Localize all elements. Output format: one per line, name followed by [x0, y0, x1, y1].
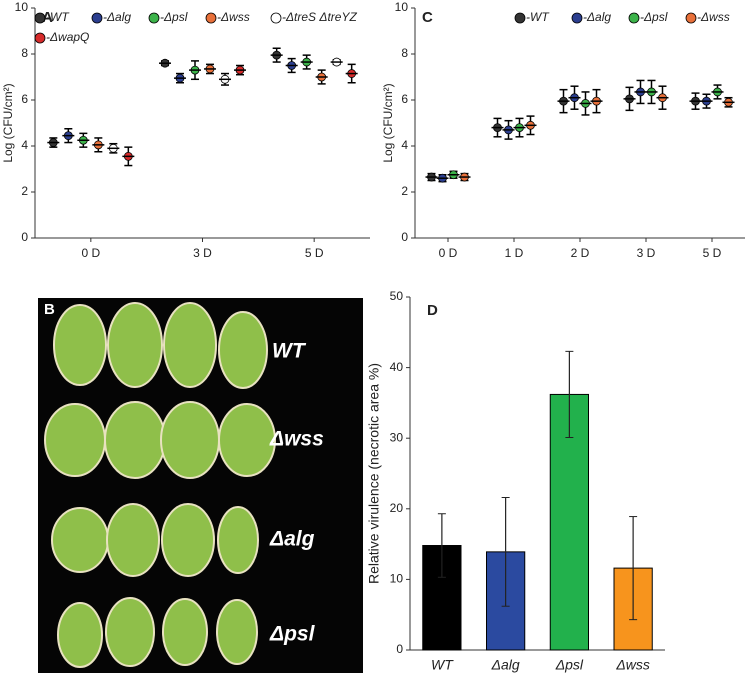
y-tick-label: 4 — [401, 138, 408, 152]
y-tick-label: 2 — [401, 184, 408, 198]
y-tick-label: 6 — [21, 92, 28, 106]
leaf-label: WT — [272, 340, 307, 363]
legend-marker — [34, 12, 46, 24]
legend-label: -Δwss — [697, 10, 730, 24]
leaves — [44, 302, 276, 668]
leaf — [53, 304, 107, 386]
leaf — [218, 311, 268, 389]
legend-label: -ΔwapQ — [46, 30, 89, 44]
y-tick-label: 50 — [390, 289, 404, 303]
leaf — [51, 507, 109, 573]
leaf — [106, 503, 160, 577]
x-tick-label: 1 D — [505, 246, 524, 260]
legend-label: -Δwss — [217, 10, 250, 24]
y-tick-label: 20 — [390, 501, 404, 515]
x-tick-label: WT — [431, 657, 454, 673]
panel-letter: A — [42, 9, 53, 26]
y-tick-label: 10 — [15, 0, 29, 14]
legend-marker — [514, 12, 526, 24]
legend-label: -Δalg — [583, 10, 611, 24]
x-tick-label: 5 D — [305, 246, 324, 260]
x-tick-label: Δalg — [491, 657, 520, 673]
legend-marker — [571, 12, 583, 24]
x-tick-label: 3 D — [637, 246, 656, 260]
y-tick-label: 6 — [401, 92, 408, 106]
x-tick-label: 2 D — [571, 246, 590, 260]
leaf-label: Δalg — [269, 528, 315, 551]
legend-marker — [148, 12, 160, 24]
legend-marker — [685, 12, 697, 24]
legend-label: -WT — [526, 10, 550, 24]
y-tick-label: 8 — [401, 46, 408, 60]
leaf — [160, 401, 220, 479]
legend-label: -Δpsl — [640, 10, 668, 24]
y-tick-label: 8 — [21, 46, 28, 60]
leaf — [44, 403, 106, 477]
panel-letter: B — [44, 301, 55, 318]
leaf — [162, 598, 208, 666]
legend-marker — [34, 32, 46, 44]
leaf — [161, 503, 215, 577]
panel-letter: C — [422, 9, 433, 26]
leaf — [57, 602, 103, 668]
y-tick-label: 0 — [21, 230, 28, 244]
y-axis-label: Log (CFU/cm²) — [381, 83, 395, 162]
leaf — [218, 403, 276, 477]
x-tick-label: 5 D — [703, 246, 722, 260]
legend-marker — [270, 12, 282, 24]
panel-letter: D — [427, 302, 438, 319]
y-axis-label: Log (CFU/cm²) — [1, 83, 15, 162]
y-tick-label: 0 — [401, 230, 408, 244]
leaf — [163, 302, 217, 388]
leaf — [107, 302, 163, 388]
y-axis-label: Relative virulence (necrotic area %) — [366, 363, 382, 584]
leaf — [216, 599, 258, 665]
legend-marker — [205, 12, 217, 24]
y-tick-label: 0 — [396, 642, 403, 656]
legend-marker — [628, 12, 640, 24]
x-tick-label: Δpsl — [555, 657, 584, 673]
leaf-label: Δpsl — [269, 623, 316, 646]
y-tick-label: 10 — [390, 572, 404, 586]
legend-label: -Δpsl — [160, 10, 188, 24]
x-tick-label: 0 D — [439, 246, 458, 260]
x-tick-label: 0 D — [81, 246, 100, 260]
leaf — [104, 401, 166, 479]
legend-label: -WT — [46, 10, 70, 24]
y-tick-label: 30 — [390, 430, 404, 444]
y-tick-label: 40 — [390, 360, 404, 374]
legend-label: -Δalg — [103, 10, 131, 24]
y-tick-label: 10 — [395, 0, 409, 14]
x-tick-label: 3 D — [193, 246, 212, 260]
leaf-label: Δwss — [269, 428, 324, 451]
leaf-photo: B WT Δwss Δalg Δpsl — [38, 298, 363, 673]
leaf — [105, 597, 155, 667]
legend-label: -ΔtreS ΔtreYZ — [282, 10, 357, 24]
x-tick-label: Δwss — [615, 657, 650, 673]
legend-marker — [91, 12, 103, 24]
leaf — [217, 506, 259, 574]
y-tick-label: 4 — [21, 138, 28, 152]
y-tick-label: 2 — [21, 184, 28, 198]
